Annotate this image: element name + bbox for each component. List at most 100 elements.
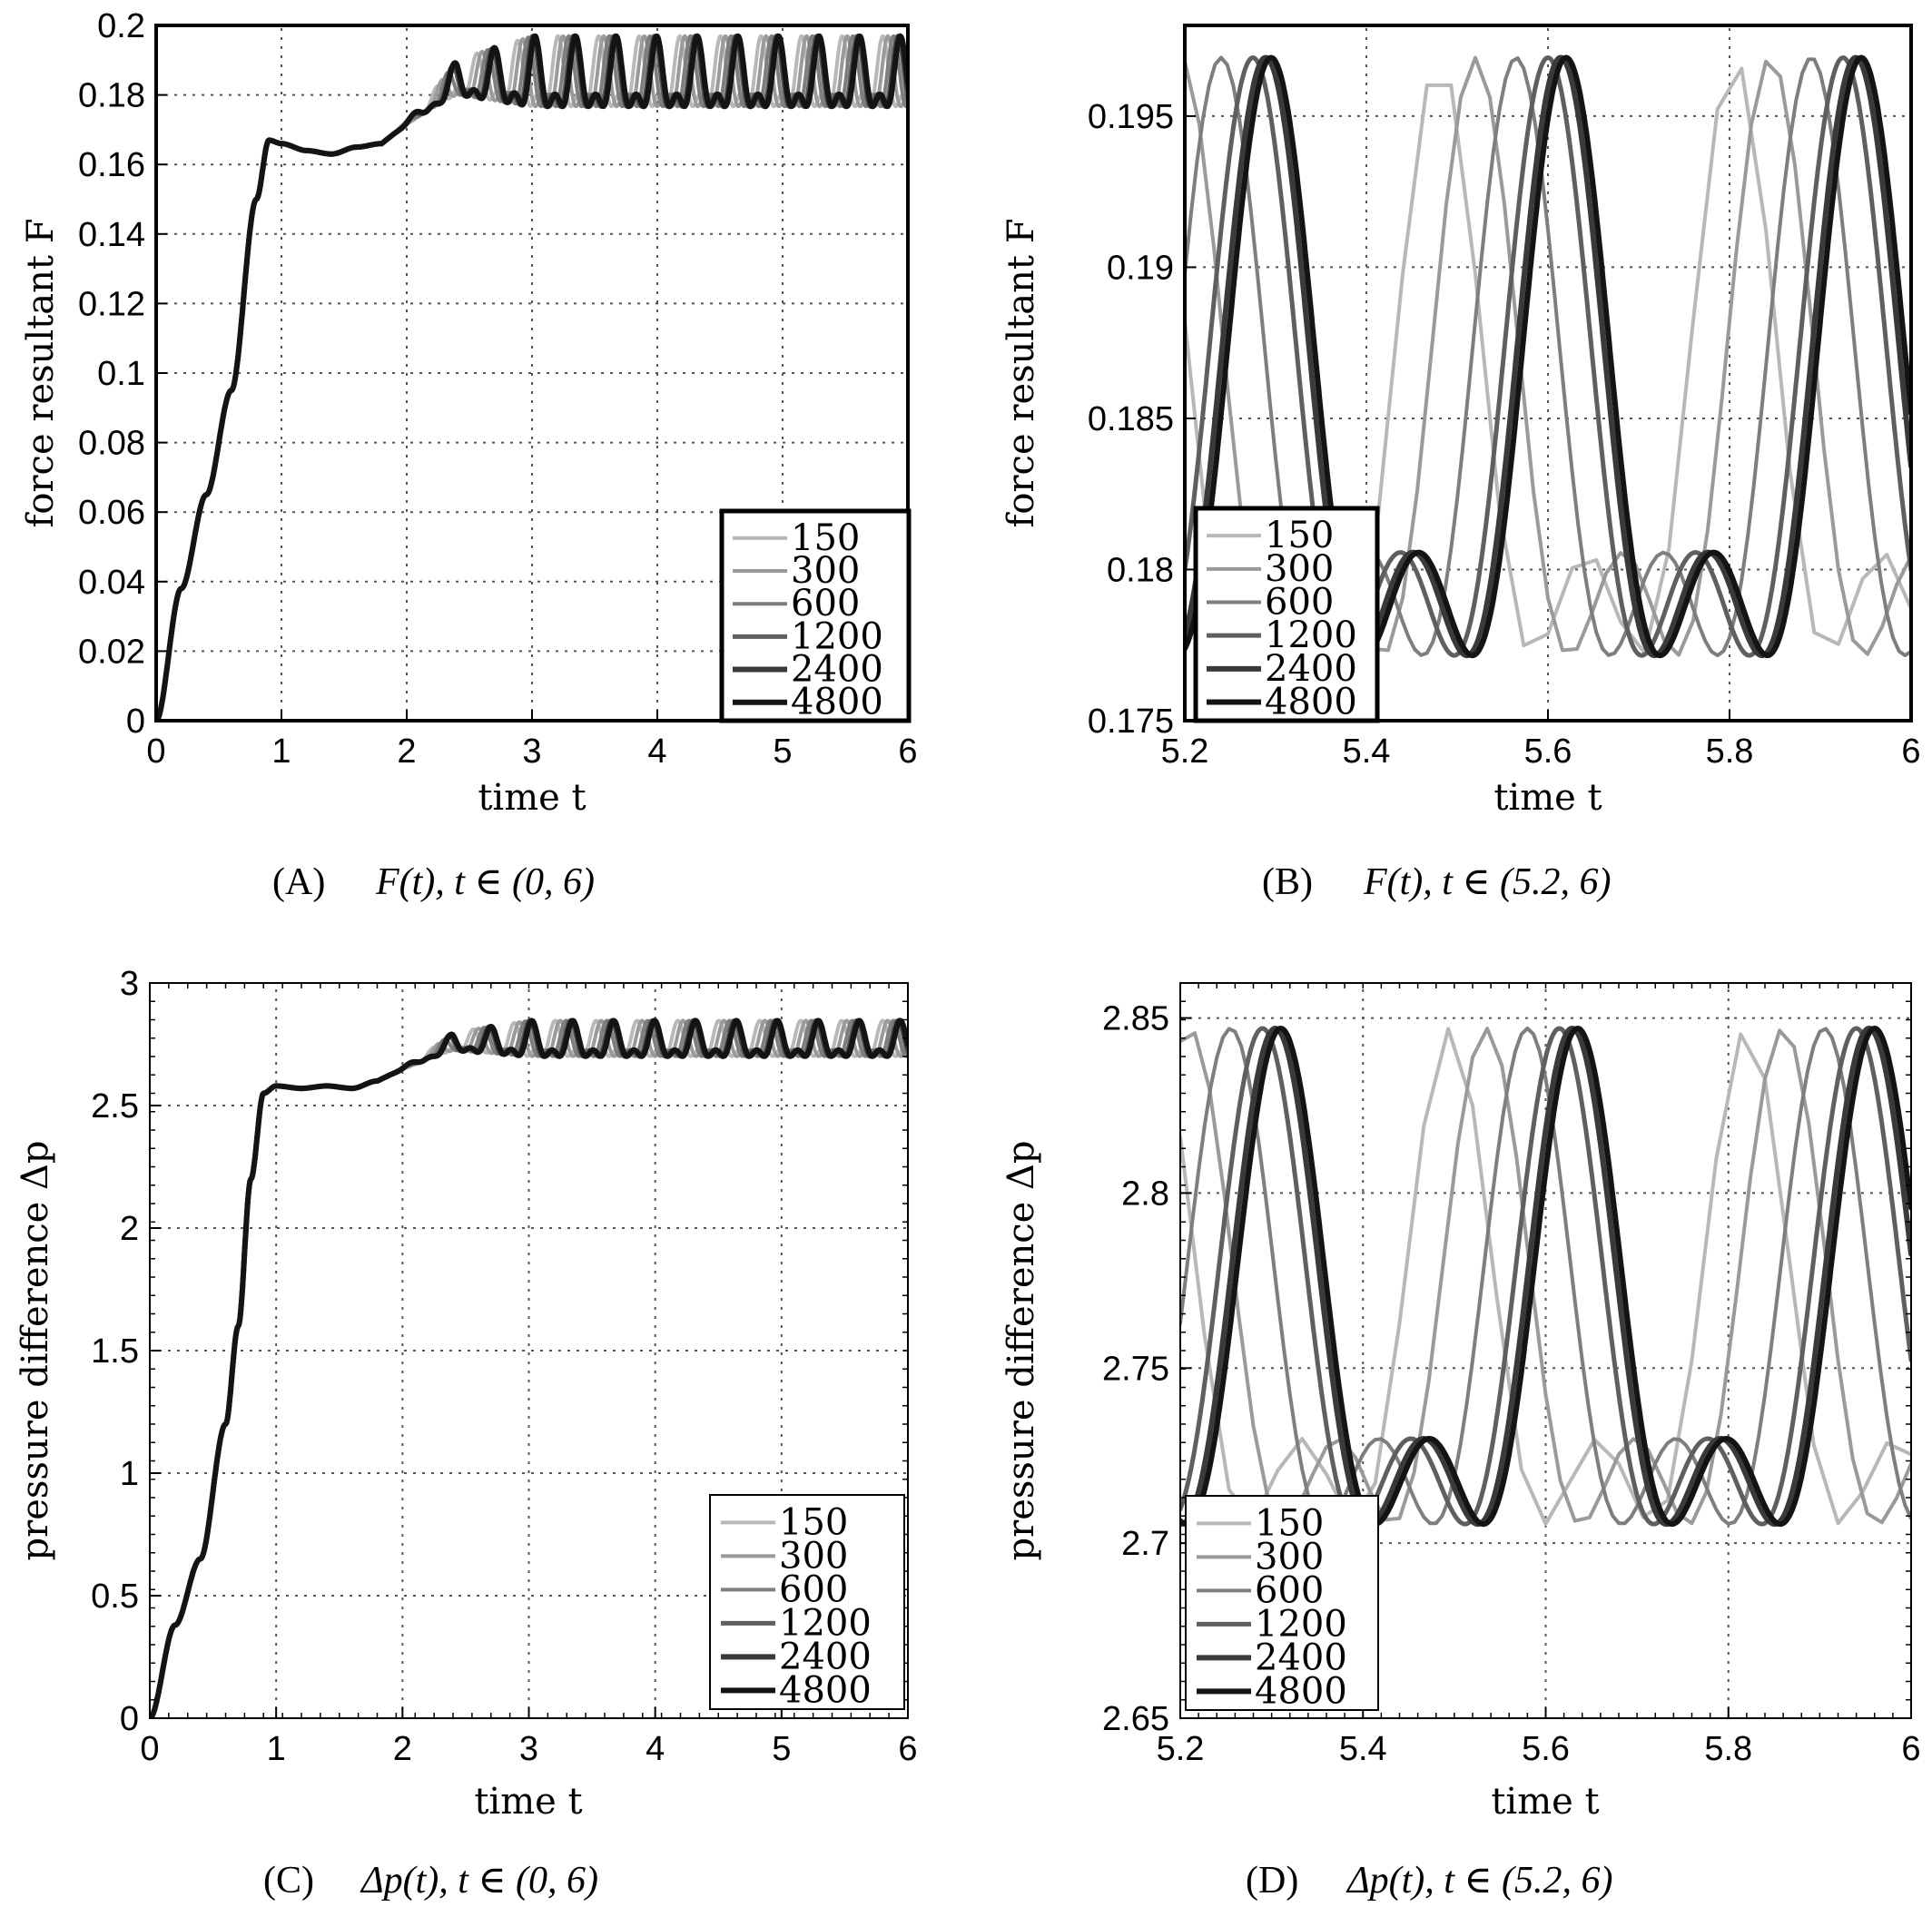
panel-d-legend-label: 300	[1255, 1536, 1324, 1578]
panel-a-legend-label: 4800	[791, 682, 883, 723]
panel-b-caption-expr: F(t), t ∈ (5.2, 6)	[1363, 861, 1612, 903]
panel-b-legend-label: 150	[1265, 515, 1334, 556]
panel-a-xlabel: time t	[478, 777, 586, 819]
panel-a-ytick-label: 0	[126, 703, 145, 741]
panel-b-ytick-label: 0.18	[1107, 551, 1174, 589]
panel-c: 0 1 2 3 4 5 6 0 0.5 1 1.5 2 2.5 3 time t pressure dif…	[15, 965, 918, 1902]
panel-c-caption-expr: Δp(t), t ∈ (0, 6)	[360, 1860, 598, 1902]
panel-b-series-1200	[1185, 55, 1911, 658]
panel-a-caption-expr: F(t), t ∈ (0, 6)	[375, 861, 595, 903]
panel-c-ticks: 0 1 2 3 4 5 6 0 0.5 1 1.5 2 2.5 3	[91, 965, 917, 1768]
panel-a-ytick-label: 0.18	[78, 77, 145, 115]
panel-d-series-2400	[1180, 1026, 1911, 1528]
panel-a-series-4800	[156, 33, 908, 721]
panel-b-series-4800	[1185, 54, 1911, 659]
panel-c-legend-label: 2400	[779, 1636, 872, 1677]
panel-d-series-1200	[1180, 1026, 1911, 1527]
panel-c-xtick-label: 6	[898, 1730, 917, 1768]
panel-a-ytick-label: 0.06	[78, 494, 145, 532]
panel-a-caption-label: (A)	[272, 861, 325, 903]
panel-d-legend-label: 1200	[1255, 1603, 1347, 1645]
panel-b-legend-label: 300	[1265, 548, 1334, 590]
panel-d-xtick-label: 6	[1901, 1730, 1920, 1768]
panel-d-xlabel: time t	[1491, 1781, 1599, 1823]
panel-c-legend-box	[709, 1494, 905, 1710]
panel-c-legend-label: 600	[779, 1568, 848, 1610]
panel-c-xtick-label: 1	[267, 1730, 286, 1768]
panel-b-legend-label: 1200	[1265, 614, 1357, 656]
panel-d-ytick-label: 2.85	[1102, 1000, 1169, 1038]
panel-a-legend-label: 300	[791, 550, 860, 592]
panel-a-legend-label: 1200	[791, 615, 883, 657]
panel-a-xtick-label: 0	[146, 732, 165, 771]
panel-c-ytick-label: 1	[120, 1455, 139, 1493]
panel-b-caption-label: (B)	[1262, 861, 1313, 903]
panel-c-legend-label: 1200	[779, 1602, 872, 1644]
panel-c-ytick-label: 1.5	[91, 1332, 139, 1371]
panel-c-ytick-label: 0	[120, 1700, 139, 1738]
panel-a-xtick-label: 5	[773, 732, 792, 771]
panel-a-ytick-label: 0.08	[78, 425, 145, 463]
panel-c-ytick-label: 3	[120, 965, 139, 1003]
panel-d-caption-expr: Δp(t), t ∈ (5.2, 6)	[1346, 1860, 1613, 1902]
panel-b-ylabel: force resultant F	[1000, 219, 1042, 528]
panel-a-ytick-label: 0.04	[78, 564, 145, 602]
panel-a-xtick-label: 2	[397, 732, 416, 771]
panel-b-xtick-label: 6	[1901, 732, 1920, 771]
panel-b-legend-label: 2400	[1265, 648, 1357, 690]
panel-d: 5.2 5.4 5.6 5.8 6 2.65 2.7 2.75 2.8 2.85 time t p…	[1000, 982, 1921, 1902]
panel-a-ytick-label: 0.12	[78, 285, 145, 323]
panel-a-xtick-label: 3	[522, 732, 541, 771]
panel-c-caption-label: (C)	[263, 1860, 314, 1902]
panel-b: 5.2 5.4 5.6 5.8 6 0.175 0.18 0.185 0.19 0.195 tim…	[1000, 24, 1921, 903]
panel-a-ytick-label: 0.2	[97, 7, 145, 45]
panel-b-series-2400	[1185, 54, 1911, 659]
panel-b-xtick-label: 5.8	[1706, 732, 1754, 771]
panel-c-xlabel: time t	[474, 1781, 582, 1823]
panel-b-ticks: 5.2 5.4 5.6 5.8 6 0.175 0.18 0.185 0.19 0.195	[1088, 98, 1921, 771]
panel-d-ytick-label: 2.75	[1102, 1350, 1169, 1388]
panel-b-legend-box	[1193, 506, 1380, 723]
panel-d-xtick-label: 5.6	[1522, 1730, 1570, 1768]
panel-c-xtick-label: 0	[140, 1730, 159, 1768]
panel-a-ytick-label: 0.02	[78, 633, 145, 671]
panel-b-ytick-label: 0.195	[1088, 98, 1174, 136]
panel-d-xtick-label: 5.4	[1339, 1730, 1387, 1768]
panel-a-ytick-label: 0.14	[78, 216, 145, 254]
panel-b-legend-label: 4800	[1265, 682, 1357, 723]
panel-c-xtick-label: 2	[393, 1730, 412, 1768]
panel-c-ytick-label: 0.5	[91, 1578, 139, 1616]
panel-c-series	[150, 1017, 908, 1718]
panel-d-ticks: 5.2 5.4 5.6 5.8 6 2.65 2.7 2.75 2.8 2.85	[1102, 982, 1921, 1768]
panel-a-series	[156, 33, 908, 721]
panel-c-legend-label: 150	[779, 1501, 848, 1543]
panel-b-xtick-label: 5.4	[1343, 732, 1391, 771]
panel-b-legend-label: 600	[1265, 582, 1334, 624]
panel-b-ytick-label: 0.185	[1088, 400, 1174, 438]
panel-c-ytick-label: 2.5	[91, 1087, 139, 1126]
panel-b-xtick-label: 5.6	[1524, 732, 1572, 771]
panel-b-ytick-label: 0.19	[1107, 249, 1174, 287]
panel-a-xtick-label: 4	[647, 732, 666, 771]
panel-d-series	[1180, 1026, 1911, 1528]
panel-b-ytick-label: 0.175	[1088, 703, 1174, 741]
panel-d-legend-label: 2400	[1255, 1637, 1347, 1678]
panel-d-legend-label: 150	[1255, 1502, 1324, 1544]
panel-d-legend-box	[1185, 1495, 1379, 1711]
panel-d-legend-label: 600	[1255, 1569, 1324, 1611]
panel-d-xtick-label: 5.2	[1157, 1730, 1205, 1768]
panel-c-xtick-label: 3	[519, 1730, 538, 1768]
panel-d-caption-label: (D)	[1246, 1860, 1298, 1902]
panel-a-legend-label: 2400	[791, 649, 883, 691]
panel-d-ytick-label: 2.65	[1102, 1700, 1169, 1738]
panel-b-xtick-label: 5.2	[1161, 732, 1209, 771]
panel-c-xtick-label: 4	[646, 1730, 665, 1768]
panel-a-legend-label: 150	[791, 517, 860, 559]
panel-c-xtick-label: 5	[772, 1730, 791, 1768]
panel-b-xlabel: time t	[1493, 777, 1602, 819]
